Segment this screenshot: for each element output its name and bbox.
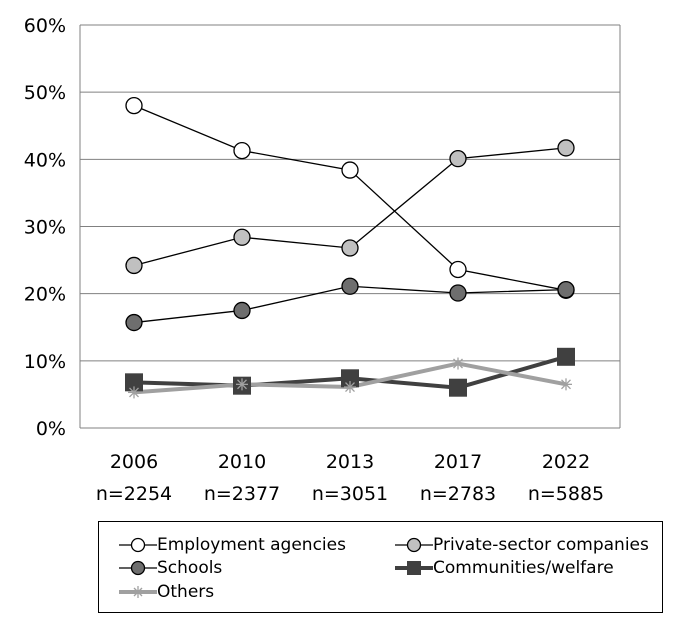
legend-swatch-grey-circle [395, 537, 433, 553]
legend-label: Private-sector companies [433, 535, 649, 555]
legend-swatch-dark-circle [119, 560, 157, 576]
y-tick-label: 60% [24, 15, 66, 37]
data-point [557, 347, 575, 366]
data-point [341, 161, 359, 179]
data-point [233, 301, 251, 320]
legend-item-schools: Schools [119, 557, 222, 579]
x-tick-label: 2017 [434, 451, 482, 473]
data-point [452, 357, 464, 370]
x-axis: 2006 n=2254 2010 n=2377 2013 n=3051 2017 n=2783… [80, 427, 620, 505]
data-point [449, 260, 467, 279]
data-point [449, 150, 467, 168]
data-point [560, 378, 572, 391]
legend-item-employment-agencies: Employment agencies [119, 534, 346, 556]
data-point [128, 386, 140, 399]
x-tick-label: 2022 [542, 451, 590, 473]
legend-label: Others [157, 582, 215, 602]
legend-item-others: Others [119, 581, 214, 603]
data-point [344, 381, 356, 394]
y-tick-label: 0% [36, 418, 66, 440]
data-point [125, 96, 143, 115]
data-point [236, 378, 248, 391]
y-tick-label: 30% [24, 217, 66, 239]
series-layer [125, 96, 575, 399]
legend-label: Communities/welfare [433, 558, 614, 578]
data-point [557, 139, 575, 157]
y-tick-label: 40% [24, 149, 66, 171]
legend-label: Schools [157, 558, 223, 578]
x-sample-size-label: n=5885 [528, 483, 604, 505]
legend-label: Employment agencies [157, 535, 346, 555]
legend-item-communities-welfare: Communities/welfare [395, 557, 614, 579]
data-point [341, 239, 359, 257]
data-point [341, 277, 359, 295]
data-point [233, 141, 251, 160]
x-sample-size-label: n=3051 [312, 483, 388, 505]
x-sample-size-label: n=2254 [96, 483, 172, 505]
data-point [125, 313, 143, 332]
line-chart: 0% 10% 20% 30% 40% 50% 60% 2006 n=2254 2010 n=237… [24, 15, 621, 505]
data-point [449, 378, 467, 397]
x-tick-label: 2010 [218, 451, 266, 473]
x-tick-label: 2013 [326, 451, 374, 473]
legend: Employment agencies Private-sector compa… [98, 521, 663, 613]
data-point [125, 373, 143, 392]
y-tick-label: 50% [24, 82, 66, 104]
y-axis: 0% 10% 20% 30% 40% 50% 60% [24, 15, 621, 440]
y-tick-label: 20% [24, 284, 66, 306]
series-line [133, 105, 567, 291]
data-point [557, 280, 575, 299]
legend-swatch-square [395, 561, 433, 575]
legend-swatch-asterisk [119, 586, 157, 598]
data-point [125, 256, 143, 275]
y-tick-label: 10% [24, 351, 66, 373]
x-sample-size-label: n=2783 [420, 483, 496, 505]
x-sample-size-label: n=2377 [204, 483, 280, 505]
legend-swatch-open-circle [119, 537, 157, 553]
legend-item-private-sector-companies: Private-sector companies [395, 534, 649, 556]
data-point [233, 228, 251, 246]
gridlines [80, 24, 620, 362]
x-tick-label: 2006 [110, 451, 158, 473]
data-point [449, 284, 467, 302]
